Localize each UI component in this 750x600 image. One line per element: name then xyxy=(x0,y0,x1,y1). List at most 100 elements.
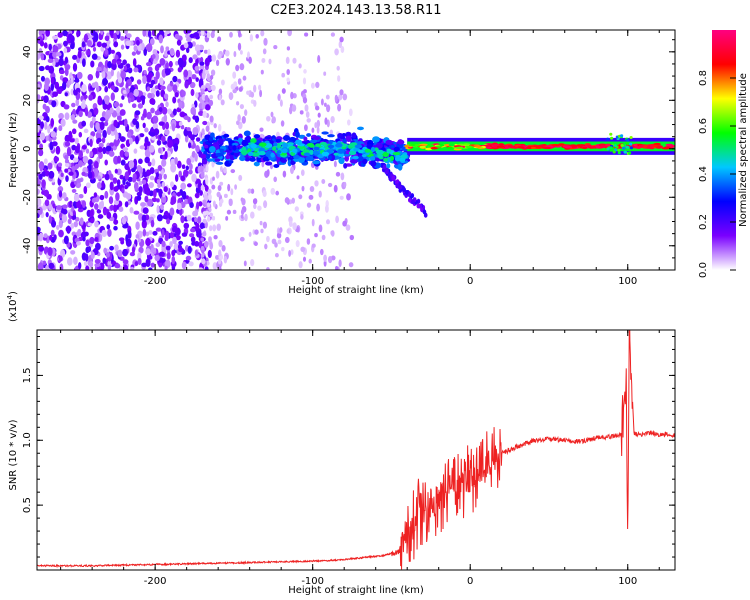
spectrogram-cell-2291 xyxy=(223,133,230,138)
spectrogram-cell-3229 xyxy=(626,138,630,142)
spectrogram-cell-2789 xyxy=(354,144,363,149)
spectrogram-cell-902 xyxy=(183,128,189,137)
spectrogram-cell-1873 xyxy=(202,211,207,216)
spectrogram-cell-615 xyxy=(171,249,176,257)
spectrogram-cell-1667 xyxy=(260,228,264,234)
spectrogram-cell-350 xyxy=(142,228,147,237)
spectrogram-cell-1510 xyxy=(268,58,272,65)
spectrogram-cell-1777 xyxy=(208,236,212,243)
spectrogram-cell-2261 xyxy=(297,156,306,163)
spectrogram-y-tick-label: 0 xyxy=(22,146,33,152)
spectrogram-cell-1155 xyxy=(145,237,151,247)
spectrogram-cell-1407 xyxy=(192,115,197,120)
spectrogram-cell-1669 xyxy=(261,58,266,63)
spectrogram-cell-568 xyxy=(119,174,124,180)
spectrogram-cell-1016 xyxy=(154,52,160,61)
spectrogram-cell-1492 xyxy=(128,92,134,99)
spectrogram-cell-1135 xyxy=(134,261,139,267)
spectrogram-cell-1347 xyxy=(165,245,171,251)
spectrogram-cell-1563 xyxy=(347,119,351,126)
spectrogram-cell-1288 xyxy=(151,53,156,60)
spectrogram-cell-1400 xyxy=(82,236,86,242)
spectrogram-cell-755 xyxy=(64,168,69,173)
spectrogram-cell-1484 xyxy=(37,235,40,241)
spectrogram-cell-1163 xyxy=(64,92,68,97)
spectrogram-cell-836 xyxy=(90,217,95,223)
spectrogram-cell-1814 xyxy=(201,71,206,80)
spectrogram-cell-1577 xyxy=(298,63,302,69)
spectrogram-cell-1284 xyxy=(89,150,94,158)
spectrogram-cell-528 xyxy=(122,264,129,270)
spectrogram-cell-1029 xyxy=(156,204,160,214)
spectrogram-cell-2863 xyxy=(408,197,412,203)
spectrogram-cell-2723 xyxy=(273,142,278,147)
spectrogram-cell-851 xyxy=(103,114,110,120)
spectrogram-cell-2780 xyxy=(258,142,267,147)
colorbar-tick-label: 0.6 xyxy=(698,118,709,134)
spectrogram-cell-1701 xyxy=(317,112,321,118)
spectrogram-cell-1718 xyxy=(218,123,222,132)
spectrogram-cell-892 xyxy=(62,192,67,199)
spectrogram-cell-2217 xyxy=(225,138,232,142)
spectrogram-cell-936 xyxy=(155,242,161,248)
spectrogram-cell-1516 xyxy=(217,36,222,42)
spectrogram-cell-371 xyxy=(89,236,95,245)
spectrogram-cell-920 xyxy=(54,58,59,63)
spectrogram-cell-3122 xyxy=(512,146,519,149)
spectrogram-cell-131 xyxy=(72,119,78,124)
spectrogram-cell-2428 xyxy=(280,158,288,163)
spectrogram-cell-2771 xyxy=(247,151,254,157)
spectrogram-cell-953 xyxy=(138,180,143,186)
spectrogram-cell-517 xyxy=(71,102,76,108)
spectrogram-cell-2766 xyxy=(382,151,390,158)
spectrogram-cell-1471 xyxy=(132,173,137,181)
spectrogram-cell-1493 xyxy=(126,33,132,39)
spectrogram-cell-1817 xyxy=(242,75,247,81)
spectrogram-cell-1691 xyxy=(253,241,258,247)
spectrogram-cell-1019 xyxy=(58,255,63,262)
spectrogram-cell-1769 xyxy=(266,267,270,270)
spectrogram-cell-1133 xyxy=(104,48,109,55)
colorbar-ticks: 0.0 0.2 0.4 0.6 0.8 xyxy=(698,70,736,278)
spectrogram-cell-1227 xyxy=(57,31,64,38)
spectrogram-cell-1170 xyxy=(62,30,68,37)
snr-series-line xyxy=(37,330,675,570)
spectrogram-cell-2429 xyxy=(351,132,357,139)
spectrogram-cell-714 xyxy=(169,240,173,248)
spectrogram-cell-380 xyxy=(71,188,77,193)
spectrogram-cell-1668 xyxy=(314,122,318,129)
spectrogram-cell-1098 xyxy=(114,244,119,252)
spectrogram-cell-813 xyxy=(44,77,51,86)
spectrogram-cell-1304 xyxy=(204,57,210,67)
spectrogram-cell-402 xyxy=(195,145,200,153)
spectrogram-cell-2566 xyxy=(225,154,231,160)
spectrogram-cell-1742 xyxy=(212,200,216,208)
spectrogram-cell-1910 xyxy=(281,246,285,252)
spectrogram-cell-983 xyxy=(100,30,104,35)
spectrogram-cell-1206 xyxy=(164,49,168,57)
figure-title: C2E3.2024.143.13.58.R11 xyxy=(270,3,441,18)
spectrogram-cell-1774 xyxy=(262,221,268,229)
spectrogram-cell-1277 xyxy=(58,69,65,75)
spectrogram-cell-2738 xyxy=(306,142,315,147)
spectrogram-cell-1811 xyxy=(249,34,254,42)
spectrogram-cell-917 xyxy=(41,171,47,177)
spectrogram-cell-1267 xyxy=(123,65,128,71)
spectrogram-cell-367 xyxy=(191,74,197,80)
spectrogram-cell-1852 xyxy=(266,235,270,243)
spectrogram-cell-3157 xyxy=(562,145,571,148)
spectrogram-cell-896 xyxy=(109,181,114,191)
spectrogram-cell-1295 xyxy=(127,67,133,74)
spectrogram-cell-278 xyxy=(65,175,69,182)
spectrogram-cell-2865 xyxy=(391,175,396,181)
spectrogram-cell-1485 xyxy=(125,234,129,243)
spectrogram-cell-1713 xyxy=(211,55,217,61)
spectrogram-cell-733 xyxy=(102,206,108,216)
spectrogram-cell-3205 xyxy=(609,148,613,152)
spectrogram-cell-1941 xyxy=(253,161,260,167)
spectrogram-cell-2720 xyxy=(295,139,303,145)
spectrogram-cell-981 xyxy=(129,206,134,214)
spectrogram-cell-1488 xyxy=(111,58,117,65)
colorbar-gradient xyxy=(712,30,736,270)
spectrogram-cell-3221 xyxy=(625,145,629,149)
